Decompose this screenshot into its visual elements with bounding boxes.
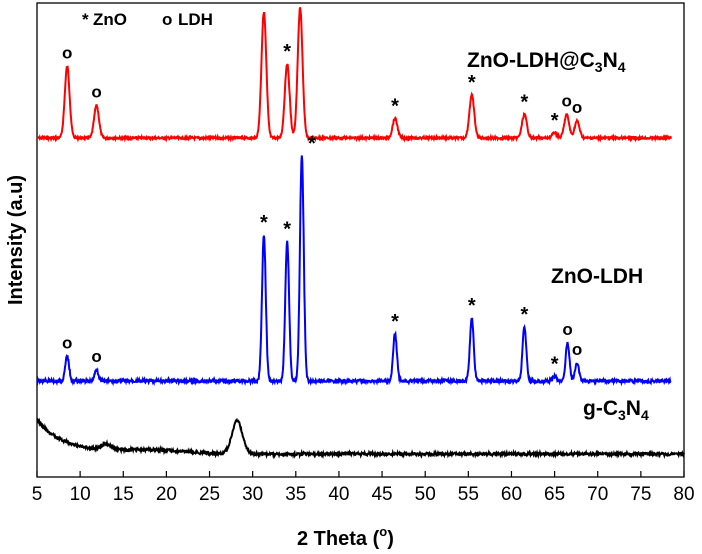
zno-peak-marker: * bbox=[260, 212, 268, 234]
plot-frame bbox=[36, 2, 685, 478]
series-label-part: N bbox=[626, 397, 641, 420]
y-axis-label: Intensity (a.u) bbox=[5, 175, 27, 305]
legend-label-ldh: LDH bbox=[178, 10, 213, 29]
ldh-peak-marker: o bbox=[91, 83, 101, 102]
ldh-peak-marker: o bbox=[62, 333, 72, 352]
ldh-peak-marker: o bbox=[562, 320, 572, 339]
x-tick-label: 15 bbox=[113, 484, 134, 505]
zno-peak-marker: * bbox=[270, 0, 278, 11]
x-axis-ticks: 5 10 15 20 25 30 35 40 45 50 55 60 65 70 75 80 bbox=[32, 471, 695, 505]
series-label-sub: 3 bbox=[618, 407, 626, 423]
x-tick-label: 55 bbox=[458, 484, 479, 505]
series-line bbox=[36, 7, 673, 143]
zno-peak-marker: * bbox=[391, 311, 399, 333]
zno-peak-marker: * bbox=[551, 110, 559, 132]
zno-peak-marker: * bbox=[308, 133, 316, 155]
x-tick-label: 35 bbox=[285, 484, 306, 505]
legend-symbol-ldh: o bbox=[162, 10, 172, 29]
zno-peak-marker: * bbox=[468, 295, 476, 317]
series-line bbox=[36, 417, 685, 460]
x-tick-label: 45 bbox=[371, 484, 392, 505]
ldh-peak-marker: o bbox=[572, 98, 582, 117]
x-tick-label: 50 bbox=[415, 484, 436, 505]
x-tick-label: 5 bbox=[32, 484, 43, 505]
series-label-zno-ldh-c3n4: ZnO-LDH@C3N4 bbox=[467, 49, 626, 75]
series-label-g-c3n4: g-C3N4 bbox=[583, 397, 649, 423]
series-label-part: ZnO-LDH@C bbox=[467, 49, 595, 72]
zno-peak-marker: * bbox=[306, 0, 314, 7]
ldh-peak-marker: o bbox=[561, 92, 571, 111]
series-label-zno-ldh: ZnO-LDH bbox=[551, 265, 643, 288]
legend-symbol-zno: * bbox=[82, 10, 89, 29]
legend-label-zno: ZnO bbox=[93, 10, 127, 29]
ldh-peak-marker: o bbox=[91, 347, 101, 366]
zno-peak-marker: * bbox=[283, 219, 291, 241]
spectrum-curves bbox=[36, 7, 685, 460]
series-label-sub: 4 bbox=[641, 407, 649, 423]
x-tick-label: 65 bbox=[544, 484, 565, 505]
x-tick-label: 40 bbox=[328, 484, 349, 505]
zno-peak-marker: * bbox=[283, 41, 291, 63]
series-label-sub: 3 bbox=[595, 59, 603, 75]
x-tick-label: 80 bbox=[673, 484, 694, 505]
zno-peak-marker: * bbox=[521, 92, 529, 114]
legend: * ZnO o LDH bbox=[82, 10, 213, 29]
ldh-peak-marker: o bbox=[572, 340, 582, 359]
zno-peak-marker: * bbox=[391, 96, 399, 118]
zno-peak-marker: * bbox=[468, 72, 476, 94]
series-line bbox=[36, 155, 672, 387]
x-tick-label: 60 bbox=[501, 484, 522, 505]
series-label-sub: 4 bbox=[618, 59, 626, 75]
zno-peak-marker: * bbox=[551, 354, 559, 376]
x-tick-label: 30 bbox=[242, 484, 263, 505]
x-axis-label-main: 2 Theta ( bbox=[297, 528, 380, 550]
x-axis-label-end: ) bbox=[387, 528, 394, 550]
ldh-peak-marker: o bbox=[62, 44, 72, 63]
zno-peak-marker: * bbox=[521, 304, 529, 326]
series-label-part: g-C bbox=[583, 397, 618, 420]
x-axis-label: 2 Theta (o) bbox=[297, 524, 394, 550]
x-tick-label: 10 bbox=[70, 484, 91, 505]
x-tick-label: 25 bbox=[199, 484, 220, 505]
x-tick-label: 75 bbox=[630, 484, 651, 505]
series-label-part: N bbox=[603, 49, 618, 72]
x-tick-label: 70 bbox=[587, 484, 608, 505]
x-axis-label-degree: o bbox=[379, 524, 387, 539]
x-tick-label: 20 bbox=[156, 484, 177, 505]
